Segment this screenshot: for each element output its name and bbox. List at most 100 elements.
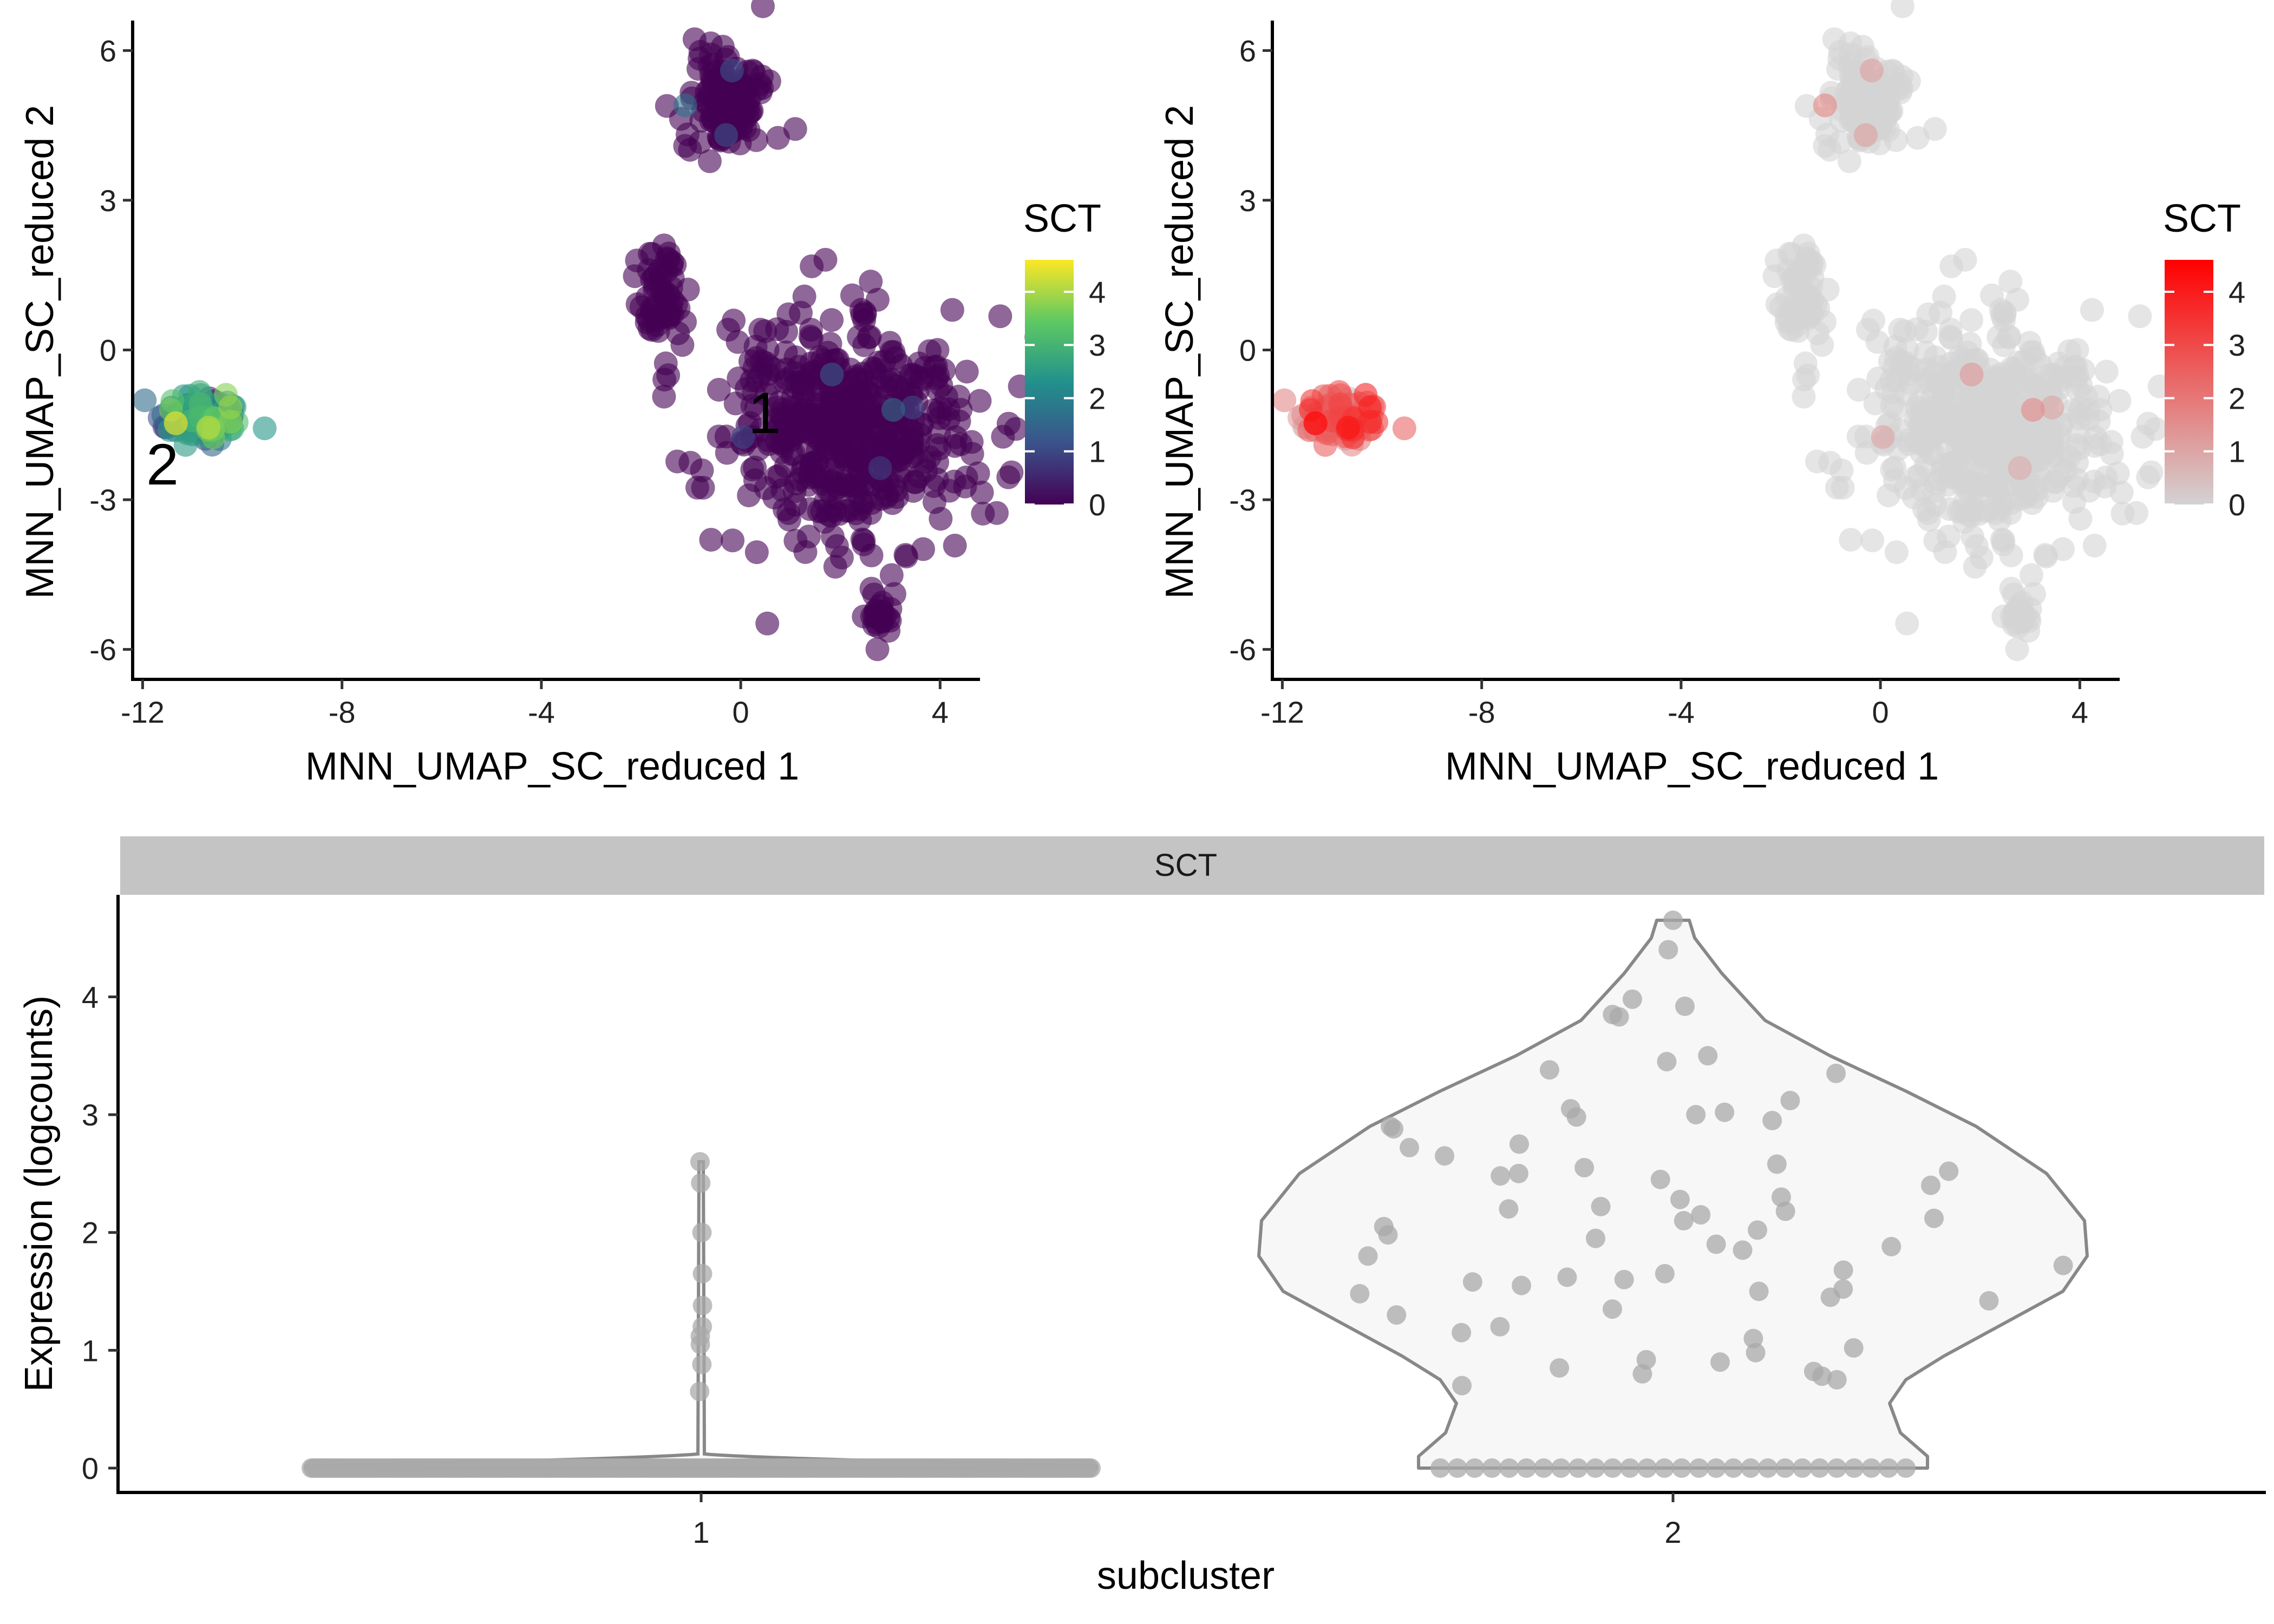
umap-point	[1792, 299, 1816, 324]
umap-point	[767, 401, 791, 425]
umap-point	[1846, 377, 1871, 402]
violin-point	[1689, 1458, 1709, 1478]
y-tick-label: 1	[82, 1333, 99, 1367]
violin-point	[1710, 1352, 1730, 1372]
umap-point	[1782, 265, 1806, 290]
umap-point	[925, 450, 950, 475]
violin-point	[1658, 940, 1678, 960]
umap-point	[822, 499, 847, 523]
umap-point	[2088, 397, 2113, 422]
y-axis-title: MNN_UMAP_SC_reduced 2	[1158, 105, 1201, 599]
x-tick-label: 4	[932, 695, 949, 729]
y-tick-label: 4	[82, 980, 99, 1014]
x-tick-label: 0	[1872, 695, 1889, 729]
umap-point	[1336, 415, 1361, 440]
legend-tick-label: 4	[1089, 275, 1106, 309]
violin-point	[1896, 1458, 1916, 1478]
umap-point	[755, 611, 780, 636]
umap-point	[910, 412, 935, 437]
umap-point	[1939, 254, 1964, 278]
umap-point	[1831, 476, 1855, 500]
violin-point	[1508, 1163, 1528, 1183]
legend-tick-label: 0	[1089, 488, 1106, 522]
umap-point	[1863, 391, 1887, 416]
cluster-label-1: 1	[748, 380, 781, 446]
umap-panel-viridis: 2 1 -12 -8 -4 0 4 -6 -3 0 3 6 MNN_UMAP_SC_reduce…	[18, 0, 1106, 788]
violin-point	[1435, 1146, 1455, 1166]
violin-point	[690, 1381, 710, 1402]
umap-point	[1854, 123, 1878, 147]
umap-point	[1818, 450, 1842, 475]
umap-point	[1780, 242, 1804, 266]
violin-point	[1671, 1458, 1691, 1478]
umap-point	[1392, 416, 1416, 441]
umap-point	[726, 330, 750, 354]
y-tick-label: 0	[1239, 333, 1256, 368]
violin-point	[1509, 1134, 1529, 1154]
umap-point	[1871, 425, 1895, 449]
umap-point	[926, 363, 950, 388]
umap-point	[2019, 563, 2043, 587]
y-axis-ticks: 0 1 2 3 4	[82, 980, 118, 1485]
violin-point	[1591, 1196, 1611, 1216]
violin-point	[1767, 1154, 1787, 1174]
umap-point	[652, 384, 676, 409]
umap-point	[884, 374, 909, 398]
legend-colorbar	[2165, 260, 2213, 505]
violin-point	[1566, 1107, 1586, 1127]
violin-point	[1780, 1090, 1800, 1110]
umap-point	[859, 270, 883, 294]
violin-point	[1881, 1236, 1901, 1256]
umap-point	[723, 391, 748, 416]
violin-point	[1452, 1322, 1472, 1343]
violin-point	[1491, 1166, 1511, 1186]
violin-point	[1827, 1370, 1847, 1390]
umap-point	[1904, 465, 1929, 489]
violin-point	[1430, 1458, 1450, 1478]
cluster-label-2: 2	[146, 431, 179, 497]
legend-viridis: SCT 0 1 2 3 4	[1023, 197, 1106, 522]
violin-point	[1452, 1376, 1472, 1396]
y-tick-label: 2	[82, 1216, 99, 1250]
x-tick-label: -4	[1668, 695, 1695, 729]
y-tick-label: 3	[1239, 184, 1256, 218]
umap-point	[2040, 444, 2064, 468]
umap-point	[743, 468, 767, 493]
x-tick-label: -8	[329, 695, 356, 729]
violin-point	[1879, 1458, 1899, 1478]
violin-point	[1550, 1358, 1570, 1378]
y-axis-ticks: -6 -3 0 3 6	[1229, 34, 1272, 667]
violin-point	[690, 1152, 710, 1172]
umap-point	[1975, 422, 1999, 447]
umap-point	[853, 392, 877, 417]
umap-point	[1846, 424, 1871, 449]
umap-point	[966, 461, 990, 486]
umap-point	[881, 398, 905, 422]
violin-point	[1568, 1458, 1588, 1478]
violin-point	[692, 1354, 712, 1374]
umap-point	[1793, 351, 1818, 376]
umap-point	[744, 540, 769, 565]
violin-point	[1675, 996, 1695, 1016]
violin-point	[1655, 1458, 1675, 1478]
y-tick-label: -6	[89, 633, 116, 667]
umap-point	[1992, 333, 2016, 357]
umap-point	[640, 242, 664, 266]
legend-colorbar	[1025, 260, 1074, 505]
umap-point	[697, 149, 722, 173]
umap-point	[2047, 464, 2071, 488]
facet-strip-label: SCT	[1154, 848, 1217, 883]
umap-point	[682, 27, 707, 51]
umap-point	[707, 377, 731, 402]
umap-point	[809, 472, 834, 496]
umap-point	[996, 411, 1021, 436]
violin-point	[1637, 1458, 1657, 1478]
umap-point	[2068, 507, 2093, 531]
violin-point	[1358, 1246, 1378, 1266]
umap-point	[707, 424, 731, 449]
violin-point	[1081, 1458, 1101, 1478]
umap-point	[218, 395, 243, 420]
umap-point	[1945, 378, 1970, 402]
